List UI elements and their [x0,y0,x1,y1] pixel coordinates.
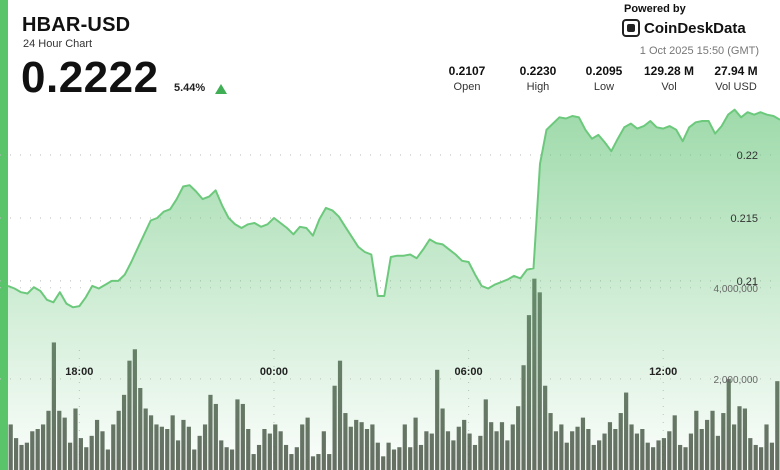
time-tick-label: 00:00 [260,366,288,378]
stat-high: 0.2230 High [520,64,557,93]
stat-value: 0.2107 [448,64,486,78]
price-tick-label: 0.22 [737,150,758,162]
accent-bar [0,0,8,470]
price-tick-label: 0.215 [730,213,758,225]
time-tick-label: 12:00 [649,366,677,378]
current-price: 0.2222 [21,53,159,102]
coindesk-logo-icon [622,19,640,37]
timestamp: 1 Oct 2025 15:50 (GMT) [639,45,759,57]
stat-value: 27.94 M [714,64,758,78]
brand-link[interactable]: CoinDeskData [622,19,746,37]
stat-label: Open [453,81,481,93]
stat-label: Vol USD [715,81,757,93]
stat-vol-usd: 27.94 M Vol USD [714,64,757,93]
stat-low: 0.2095 Low [586,64,623,93]
price-area [8,109,780,470]
price-tick-label: 0.21 [737,276,758,288]
stat-value: 0.2095 [585,64,623,78]
price-line [7,108,780,309]
stat-label: Vol [661,81,677,93]
volume-tick-label: 4,000,000 [714,284,759,295]
stat-vol: 129.28 M Vol [644,64,694,93]
volume-tick-label: 2,000,000 [714,375,759,386]
stat-value: 129.28 M [643,64,695,78]
time-tick-label: 06:00 [455,366,483,378]
pair-title: HBAR-USD [22,14,131,36]
stat-value: 0.2230 [519,64,557,78]
stat-label: Low [593,81,615,93]
time-tick-label: 18:00 [65,366,93,378]
powered-by-label: Powered by [624,3,686,15]
brand-name: CoinDeskData [644,19,746,37]
stat-open: 0.2107 Open [449,64,486,93]
stat-label: High [526,81,550,93]
price-change-percent: 5.44% [174,82,206,94]
chart-subtitle: 24 Hour Chart [23,38,93,50]
triangle-up-icon [215,84,227,94]
